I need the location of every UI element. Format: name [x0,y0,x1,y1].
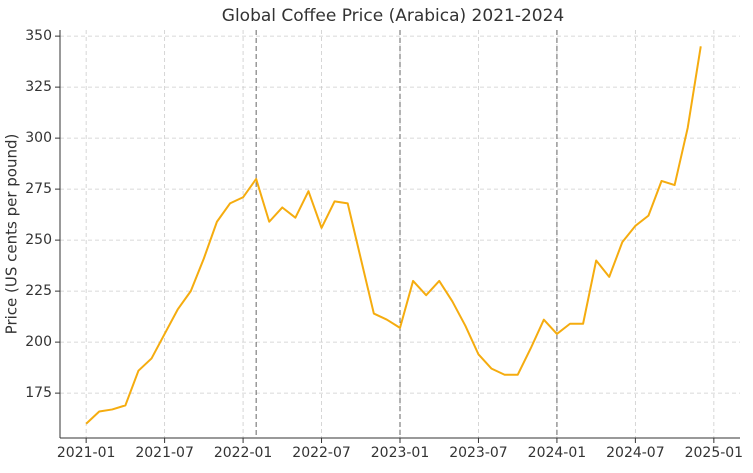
x-tick-label: 2024-07 [606,445,665,461]
y-tick-label: 350 [25,28,52,44]
x-tick-label: 2021-07 [135,445,194,461]
y-axis-label: Price (US cents per pound) [3,134,21,335]
y-tick-label: 175 [25,385,52,401]
x-tick-label: 2024-01 [528,445,587,461]
y-tick-label: 300 [25,130,52,146]
y-tick-label: 325 [25,79,52,95]
y-tick-label: 275 [25,181,52,197]
x-tick-label: 2022-01 [214,445,273,461]
x-tick-label: 2021-01 [57,445,116,461]
data-line [85,46,702,425]
x-tick-label: 2025-01 [685,445,744,461]
y-tick-label: 225 [25,283,52,299]
chart-title: Global Coffee Price (Arabica) 2021-2024 [222,6,564,26]
x-tick-label: 2023-01 [371,445,430,461]
x-tick-label: 2022-07 [292,445,351,461]
y-tick-label: 200 [25,334,52,350]
y-tick-label: 250 [25,232,52,248]
x-tick-label: 2023-07 [449,445,508,461]
